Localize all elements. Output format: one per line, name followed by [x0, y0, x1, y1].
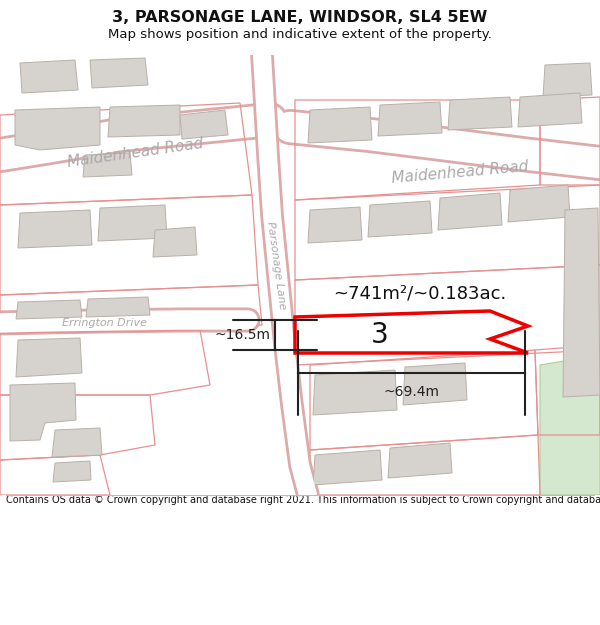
Polygon shape — [53, 461, 91, 482]
Polygon shape — [308, 107, 372, 143]
Text: ~741m²/~0.183ac.: ~741m²/~0.183ac. — [334, 284, 506, 302]
Text: Errington Drive: Errington Drive — [62, 318, 148, 328]
Polygon shape — [86, 297, 150, 317]
Polygon shape — [378, 102, 442, 136]
Polygon shape — [90, 58, 148, 88]
Text: Map shows position and indicative extent of the property.: Map shows position and indicative extent… — [108, 28, 492, 41]
Text: Parsonage Lane: Parsonage Lane — [265, 220, 287, 310]
Text: Maidenhead Road: Maidenhead Road — [66, 136, 204, 170]
Polygon shape — [108, 105, 180, 137]
Polygon shape — [508, 185, 570, 222]
Polygon shape — [18, 210, 92, 248]
Polygon shape — [388, 443, 452, 478]
Text: ~16.5m: ~16.5m — [214, 328, 270, 342]
Polygon shape — [10, 383, 76, 441]
Polygon shape — [543, 63, 592, 97]
Text: 3: 3 — [371, 321, 389, 349]
Polygon shape — [563, 208, 600, 397]
Polygon shape — [16, 300, 82, 319]
Polygon shape — [308, 207, 362, 243]
Text: Maidenhead Road: Maidenhead Road — [391, 159, 529, 186]
Polygon shape — [313, 450, 382, 485]
Text: 3, PARSONAGE LANE, WINDSOR, SL4 5EW: 3, PARSONAGE LANE, WINDSOR, SL4 5EW — [112, 10, 488, 25]
Polygon shape — [15, 107, 100, 150]
Polygon shape — [20, 60, 78, 93]
Polygon shape — [153, 227, 197, 257]
Polygon shape — [448, 97, 512, 130]
Polygon shape — [540, 355, 600, 495]
Polygon shape — [180, 110, 228, 139]
Polygon shape — [16, 338, 82, 377]
Polygon shape — [313, 370, 397, 415]
Text: Contains OS data © Crown copyright and database right 2021. This information is : Contains OS data © Crown copyright and d… — [6, 495, 600, 505]
Text: ~69.4m: ~69.4m — [383, 385, 439, 399]
Polygon shape — [518, 93, 582, 127]
Polygon shape — [438, 193, 502, 230]
Polygon shape — [403, 363, 467, 405]
Polygon shape — [98, 205, 167, 241]
Polygon shape — [52, 428, 102, 457]
Polygon shape — [295, 311, 528, 353]
Polygon shape — [83, 153, 132, 177]
Polygon shape — [368, 201, 432, 237]
